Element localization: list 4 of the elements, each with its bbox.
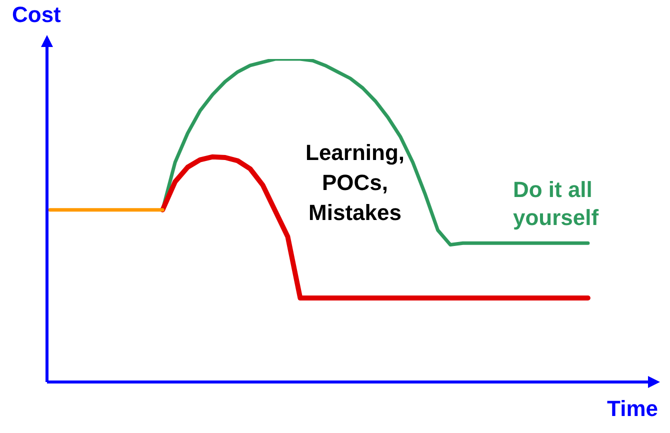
series-label: Do it all yourself: [512, 177, 600, 230]
x-axis-title: Time: [607, 396, 658, 422]
y-axis-title: Cost: [12, 2, 61, 28]
annotation: Learning, POCs, Mistakes: [305, 140, 405, 225]
